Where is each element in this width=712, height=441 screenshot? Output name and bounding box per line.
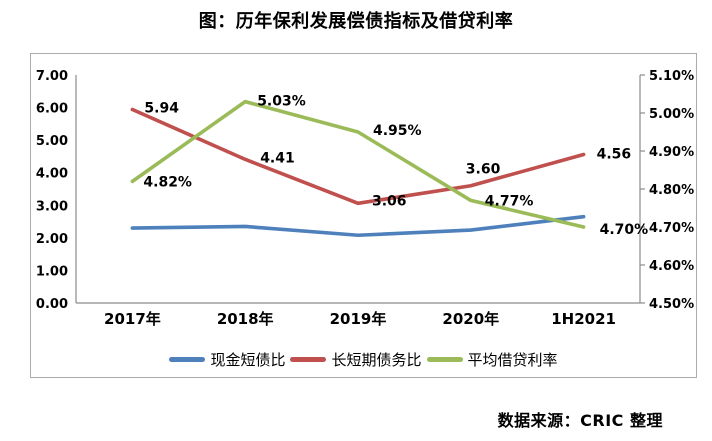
data-point-label: 5.03% [257, 94, 306, 110]
left-axis-tick-label: 0.00 [36, 297, 68, 312]
data-point-label: 4.95% [373, 123, 422, 139]
chart-plot: 0.00 1.00 2.00 3.00 4.00 5.00 6.00 7.00 4.50% 4.6… [36, 69, 694, 328]
data-point-label: 3.60 [466, 162, 501, 178]
chart-title: 图：历年保利发展偿债指标及借贷利率 [198, 11, 514, 32]
legend-line-swatch [426, 357, 463, 362]
series-line-2 [130, 99, 586, 229]
left-axis-tick-label: 3.00 [36, 199, 68, 214]
data-point-label: 5.94 [144, 101, 179, 117]
left-axis-tick-label: 6.00 [36, 102, 68, 117]
x-axis-category-label: 2017年 [104, 310, 161, 328]
data-point-label: 3.06 [372, 193, 407, 209]
left-axis-tick-label: 2.00 [36, 232, 68, 247]
x-axis-category-label: 1H2021 [551, 310, 616, 328]
x-axis-category-label: 2019年 [330, 310, 387, 328]
left-axis-tick-label: 4.00 [36, 167, 68, 182]
data-point-label: 4.41 [260, 150, 295, 166]
series-line-0 [130, 214, 586, 238]
legend-item-1: 长短期债务比 [290, 349, 422, 370]
chart-legend: 现金短债比 长短期债务比 平均借贷利率 [31, 349, 696, 370]
legend-label: 现金短债比 [210, 351, 286, 369]
data-point-label: 4.56 [597, 146, 632, 162]
right-axis-tick-label: 4.80% [649, 183, 694, 198]
left-axis-tick-label: 5.00 [36, 134, 68, 149]
x-axis-category-label: 2018年 [217, 310, 274, 328]
right-axis-tick-label: 4.50% [649, 297, 694, 312]
right-axis-tick-label: 4.60% [649, 259, 694, 274]
legend-item-2: 平均借贷利率 [426, 349, 558, 370]
right-axis-tick-label: 4.70% [649, 221, 694, 236]
data-point-label: 4.82% [143, 174, 192, 190]
data-source: 数据来源：CRIC 整理 [497, 411, 663, 430]
data-point-label: 4.70% [600, 222, 649, 238]
legend-line-swatch [169, 357, 206, 362]
right-axis-tick-label: 5.00% [649, 107, 694, 122]
legend-item-0: 现金短债比 [169, 349, 285, 370]
right-axis-tick-label: 4.90% [649, 145, 694, 160]
x-axis-category-label: 2020年 [442, 310, 499, 328]
series-line-1 [130, 107, 586, 206]
chart-area: 0.00 1.00 2.00 3.00 4.00 5.00 6.00 7.00 4.50% 4.6… [30, 53, 697, 378]
left-axis-tick-label: 7.00 [36, 69, 68, 84]
legend-label: 长短期债务比 [331, 351, 422, 369]
legend-label: 平均借贷利率 [467, 351, 558, 369]
data-point-label: 4.77% [485, 193, 534, 209]
left-axis-tick-label: 1.00 [36, 264, 68, 279]
legend-line-swatch [290, 357, 327, 362]
right-axis-tick-label: 5.10% [649, 69, 694, 84]
